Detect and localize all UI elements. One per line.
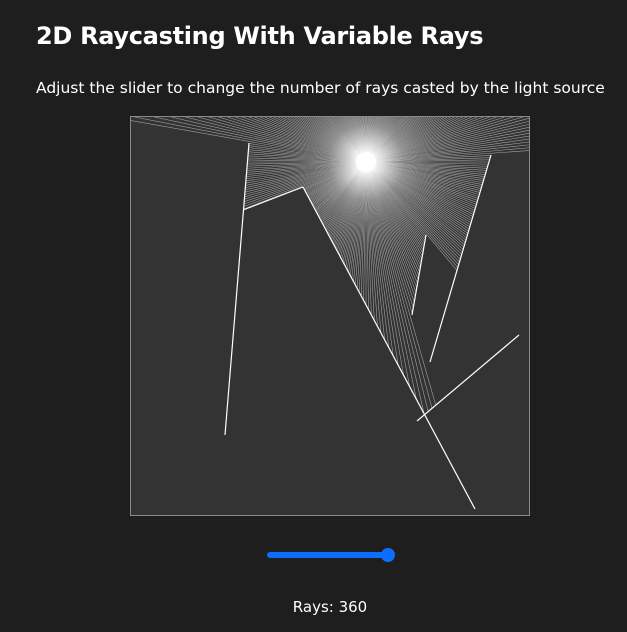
wall-segment <box>429 154 492 363</box>
wall-segment <box>242 186 304 211</box>
walls-layer <box>224 142 520 510</box>
wall-segment <box>416 334 520 422</box>
ray-line <box>134 117 367 163</box>
raycasting-canvas[interactable] <box>130 116 530 516</box>
ray-line <box>365 161 433 409</box>
ray-line <box>365 161 425 414</box>
light-source[interactable] <box>356 152 376 172</box>
wall-segment <box>224 142 250 436</box>
ray-line <box>365 161 429 412</box>
wall-segment <box>411 234 427 316</box>
page-subtitle: Adjust the slider to change the number o… <box>36 79 605 97</box>
ray-line <box>365 161 437 406</box>
raycasting-scene <box>131 117 529 510</box>
wall-segment <box>302 186 476 510</box>
rays-count-label: Rays: 360 <box>292 598 368 616</box>
ray-line <box>365 161 417 400</box>
ray-line <box>131 120 367 163</box>
page-title: 2D Raycasting With Variable Rays <box>36 22 484 50</box>
rays-slider-thumb[interactable] <box>381 548 395 562</box>
rays-slider[interactable] <box>267 552 391 558</box>
ray-line <box>365 161 410 387</box>
